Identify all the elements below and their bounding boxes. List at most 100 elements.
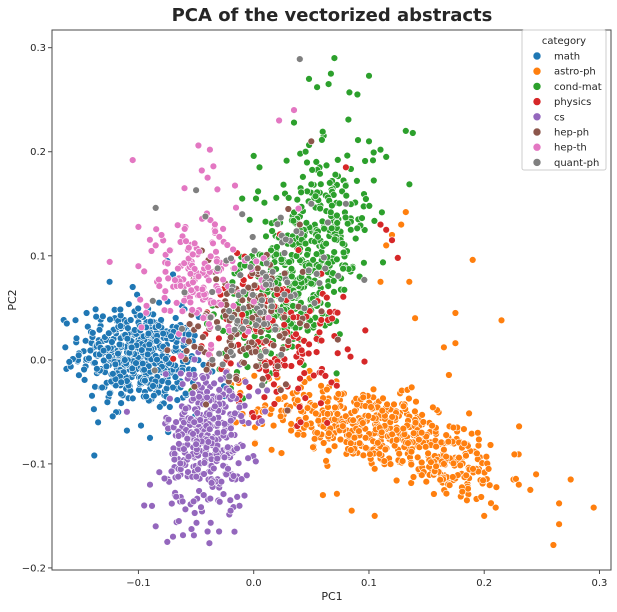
data-point-math [153, 337, 161, 345]
data-point-hep-th [134, 223, 143, 231]
data-point-hep-th [217, 300, 225, 309]
data-point-cs [213, 429, 222, 437]
data-point-quant-ph [201, 212, 210, 221]
data-point-cond-mat [254, 187, 262, 196]
data-point-quant-ph [206, 313, 215, 322]
data-point-cond-mat [303, 158, 311, 167]
data-point-cond-mat [317, 180, 325, 188]
data-point-hep-ph [284, 337, 293, 345]
legend-marker-cond-mat [532, 82, 542, 91]
data-point-physics [315, 328, 324, 336]
data-point-hep-ph [248, 338, 256, 347]
data-point-cs [210, 464, 218, 473]
data-point-cs [258, 417, 266, 425]
data-point-cs [190, 355, 199, 364]
data-point-cs [200, 470, 208, 478]
legend-label-astro-ph: astro-ph [554, 67, 596, 78]
data-point-hep-ph [212, 275, 220, 283]
data-point-quant-ph [258, 381, 266, 389]
data-point-math [144, 329, 153, 338]
data-point-cs [219, 490, 228, 498]
legend-marker-cs [532, 112, 542, 122]
data-point-math [90, 405, 98, 413]
data-point-astro-ph [405, 278, 413, 286]
data-point-math [63, 319, 71, 328]
data-point-cond-mat [324, 301, 332, 309]
data-point-hep-th [189, 250, 197, 259]
data-point-physics [323, 419, 331, 427]
data-point-astro-ph [462, 471, 470, 479]
data-point-astro-ph [276, 412, 285, 421]
data-point-cond-mat [324, 80, 333, 88]
data-point-quant-ph [258, 296, 266, 304]
data-point-math [149, 382, 157, 390]
data-point-cond-mat [272, 194, 280, 202]
data-point-quant-ph [219, 360, 227, 369]
chart-title: PCA of the vectorized abstracts [172, 5, 493, 26]
data-point-math [150, 392, 158, 400]
data-point-math [98, 383, 106, 392]
data-point-cs [140, 501, 148, 510]
data-point-astro-ph [364, 412, 373, 420]
data-point-physics [376, 220, 385, 229]
data-point-astro-ph [313, 429, 321, 437]
data-point-astro-ph [440, 446, 448, 454]
data-point-astro-ph [415, 436, 423, 444]
data-point-hep-th [142, 302, 151, 310]
data-point-quant-ph [228, 286, 236, 295]
data-point-cond-mat [328, 224, 336, 233]
data-point-cs [199, 374, 207, 382]
data-point-astro-ph [549, 541, 558, 549]
data-point-cond-mat [322, 161, 331, 170]
data-point-astro-ph [294, 396, 302, 404]
data-point-cond-mat [289, 217, 298, 225]
data-point-cs [197, 503, 205, 511]
data-point-hep-th [142, 309, 150, 317]
data-point-quant-ph [192, 186, 200, 194]
data-point-hep-ph [227, 333, 235, 341]
data-point-quant-ph [315, 279, 324, 287]
data-point-astro-ph [475, 435, 483, 444]
data-point-cond-mat [318, 136, 326, 144]
data-point-quant-ph [243, 254, 252, 263]
data-point-cs [212, 446, 220, 454]
data-point-cond-mat [402, 127, 410, 135]
data-point-math [132, 359, 140, 367]
data-point-math [139, 359, 147, 368]
data-point-astro-ph [347, 446, 355, 454]
data-point-hep-th [152, 241, 160, 250]
data-point-cs [172, 493, 180, 501]
plot-area-border [51, 29, 612, 571]
data-point-quant-ph [208, 356, 217, 364]
data-point-hep-th [171, 276, 179, 284]
data-point-astro-ph [458, 488, 466, 496]
data-point-hep-th [186, 298, 195, 307]
data-point-cond-mat [379, 258, 387, 267]
data-point-math [126, 316, 135, 324]
data-point-astro-ph [367, 403, 375, 411]
data-point-cond-mat [299, 173, 307, 181]
data-point-astro-ph [376, 278, 385, 286]
data-point-cs [200, 459, 209, 467]
data-point-hep-ph [317, 307, 326, 316]
data-point-astro-ph [515, 481, 523, 489]
data-point-math [159, 329, 167, 338]
data-point-astro-ph [486, 481, 494, 489]
data-point-math [129, 283, 137, 291]
data-point-math [123, 335, 132, 343]
data-point-physics [270, 380, 278, 389]
data-point-astro-ph [277, 449, 286, 457]
data-point-cond-mat [328, 201, 336, 210]
data-point-hep-th [198, 166, 206, 175]
data-point-hep-th [173, 299, 181, 307]
data-point-astro-ph [351, 407, 359, 415]
data-point-astro-ph [408, 383, 416, 391]
data-point-math [108, 338, 116, 346]
data-point-astro-ph [460, 439, 468, 448]
data-point-hep-th [195, 248, 203, 256]
data-point-quant-ph [305, 266, 313, 275]
data-point-astro-ph [410, 429, 418, 437]
data-point-hep-th [182, 237, 190, 245]
data-point-hep-th [250, 298, 258, 306]
data-point-physics [270, 400, 279, 408]
